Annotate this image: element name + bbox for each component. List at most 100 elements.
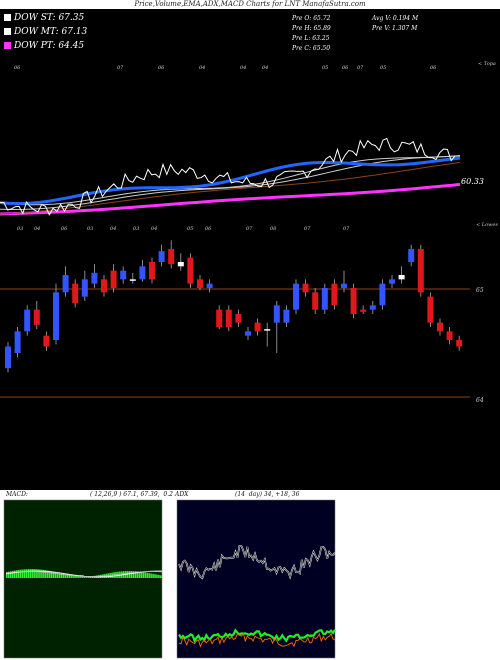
- candle-body: [245, 331, 251, 336]
- candle-body: [360, 309, 367, 312]
- main-chart-panel: DOW ST: 67.35 DOW MT: 67.13 DOW PT: 64.4…: [0, 9, 500, 490]
- candle-date-label: 04: [34, 226, 40, 232]
- macd-histogram-bar: [17, 569, 20, 578]
- candle-body: [5, 346, 11, 369]
- candle-body: [225, 309, 232, 327]
- macd-histogram-bar: [68, 574, 70, 578]
- adx-plus-di-line: [178, 628, 336, 643]
- macd-panel: MACD: ( 12,26,9 ) 67.1, 67.39, 0.29: [0, 490, 177, 660]
- stat-prev-open: Pre O: 65.72: [291, 15, 331, 22]
- macd-histogram-bar: [144, 572, 147, 578]
- macd-histogram-bar: [158, 574, 160, 578]
- macd-label: MACD:: [6, 491, 28, 498]
- top-date-label: 04: [240, 65, 246, 71]
- candle-body: [283, 309, 290, 323]
- candle-body: [350, 288, 357, 314]
- macd-params: ( 12,26,9 ) 67.1, 67.39, 0.29: [90, 491, 177, 498]
- macd-histogram-bar: [41, 569, 43, 578]
- price-label-65: 65: [476, 287, 484, 294]
- candle-body: [216, 309, 223, 327]
- macd-histogram-bar: [78, 574, 80, 578]
- macd-histogram-bar: [48, 570, 51, 578]
- candle-body: [158, 251, 165, 262]
- macd-histogram-bar: [11, 570, 14, 578]
- candle-body: [168, 249, 175, 265]
- legend-mt: DOW MT: 67.13: [13, 27, 88, 37]
- candle-body: [53, 292, 59, 340]
- top-date-label: 07: [357, 65, 364, 71]
- candle-date-label: 07: [304, 226, 311, 232]
- macd-svg: [3, 499, 163, 659]
- legend-swatch-pt: [4, 42, 11, 49]
- candle-body: [206, 283, 213, 288]
- candle-body: [379, 283, 386, 306]
- macd-histogram-bar: [156, 574, 158, 578]
- macd-histogram-bar: [64, 573, 67, 578]
- macd-histogram-bar: [136, 571, 139, 578]
- macd-histogram-bar: [152, 573, 154, 578]
- macd-histogram-bar: [74, 574, 76, 578]
- ema-line-mt2: [0, 155, 461, 206]
- macd-background: [3, 499, 163, 659]
- legend-pt: DOW PT: 64.45: [13, 41, 84, 51]
- top-date-label: 06: [342, 65, 349, 71]
- candle-body: [254, 322, 261, 332]
- candle-body: [273, 305, 280, 323]
- stat-prev-high: Pre H: 65.89: [291, 25, 331, 32]
- macd-histogram-bar: [33, 569, 35, 578]
- macd-histogram-bar: [70, 574, 72, 578]
- candle-date-label: 06: [61, 226, 68, 232]
- candle-date-label: 03: [87, 226, 93, 232]
- macd-histogram-bar: [21, 569, 24, 578]
- macd-histogram-bar: [29, 569, 31, 578]
- macd-histogram-bar: [43, 569, 45, 578]
- macd-histogram-bar: [85, 576, 88, 578]
- candle-date-label: 07: [343, 226, 350, 232]
- macd-histogram-bar: [150, 573, 152, 578]
- stat-avg-volume: Avg V: 0.194 M: [371, 15, 419, 22]
- candle-body: [33, 309, 40, 325]
- candle-body: [312, 292, 319, 310]
- legend-swatch-mt: [4, 28, 11, 35]
- candle-date-labels: 03 04 06 03 04 03 04 05 06 07 08 07 07: [17, 226, 350, 232]
- macd-histogram-bar: [132, 571, 135, 578]
- candle-body: [91, 272, 98, 284]
- candle-body: [101, 279, 107, 293]
- candle-body: [437, 322, 443, 332]
- top-date-label: 04: [199, 65, 205, 71]
- candle-body: [81, 279, 88, 297]
- macd-histogram-bar: [31, 569, 33, 578]
- candle-body: [43, 335, 50, 347]
- candle-body: [389, 279, 395, 284]
- macd-histogram-bar: [84, 576, 86, 578]
- legend-st: DOW ST: 67.35: [13, 13, 84, 23]
- macd-histogram-bar: [130, 571, 133, 578]
- candle-body: [456, 340, 463, 347]
- macd-histogram-bar: [160, 575, 162, 578]
- adx-minus-di-line: [178, 632, 336, 648]
- top-date-label: 05: [380, 65, 386, 71]
- candle-date-label: 06: [205, 226, 212, 232]
- adx-svg: [176, 499, 336, 659]
- macd-histogram-bar: [13, 570, 16, 578]
- adx-label: ADX: [175, 491, 189, 498]
- macd-histogram-bar: [25, 569, 28, 578]
- top-right-label: < Topa: [478, 61, 496, 67]
- candle-body: [398, 275, 405, 280]
- macd-histogram-bar: [117, 571, 119, 578]
- candle-body: [110, 270, 117, 288]
- macd-histogram-bar: [23, 569, 26, 578]
- candle-body: [331, 283, 338, 306]
- ema-line-long: [0, 161, 461, 215]
- candle-body: [24, 309, 31, 332]
- candle-body: [341, 283, 347, 288]
- candle-body: [139, 266, 146, 280]
- top-date-labels: 06 07 06 04 04 04 05 06 07 05 06: [14, 65, 437, 71]
- candle-date-label: 08: [270, 226, 276, 232]
- candle-date-label: 07: [246, 226, 253, 232]
- stat-prev-volume: Pre V: 1.307 M: [371, 25, 418, 32]
- macd-histogram-bar: [19, 569, 22, 578]
- macd-histogram-bar: [142, 572, 145, 578]
- stat-prev-low: Pre L: 63.25: [291, 35, 330, 42]
- candle-right-label: < Lowes: [476, 222, 498, 228]
